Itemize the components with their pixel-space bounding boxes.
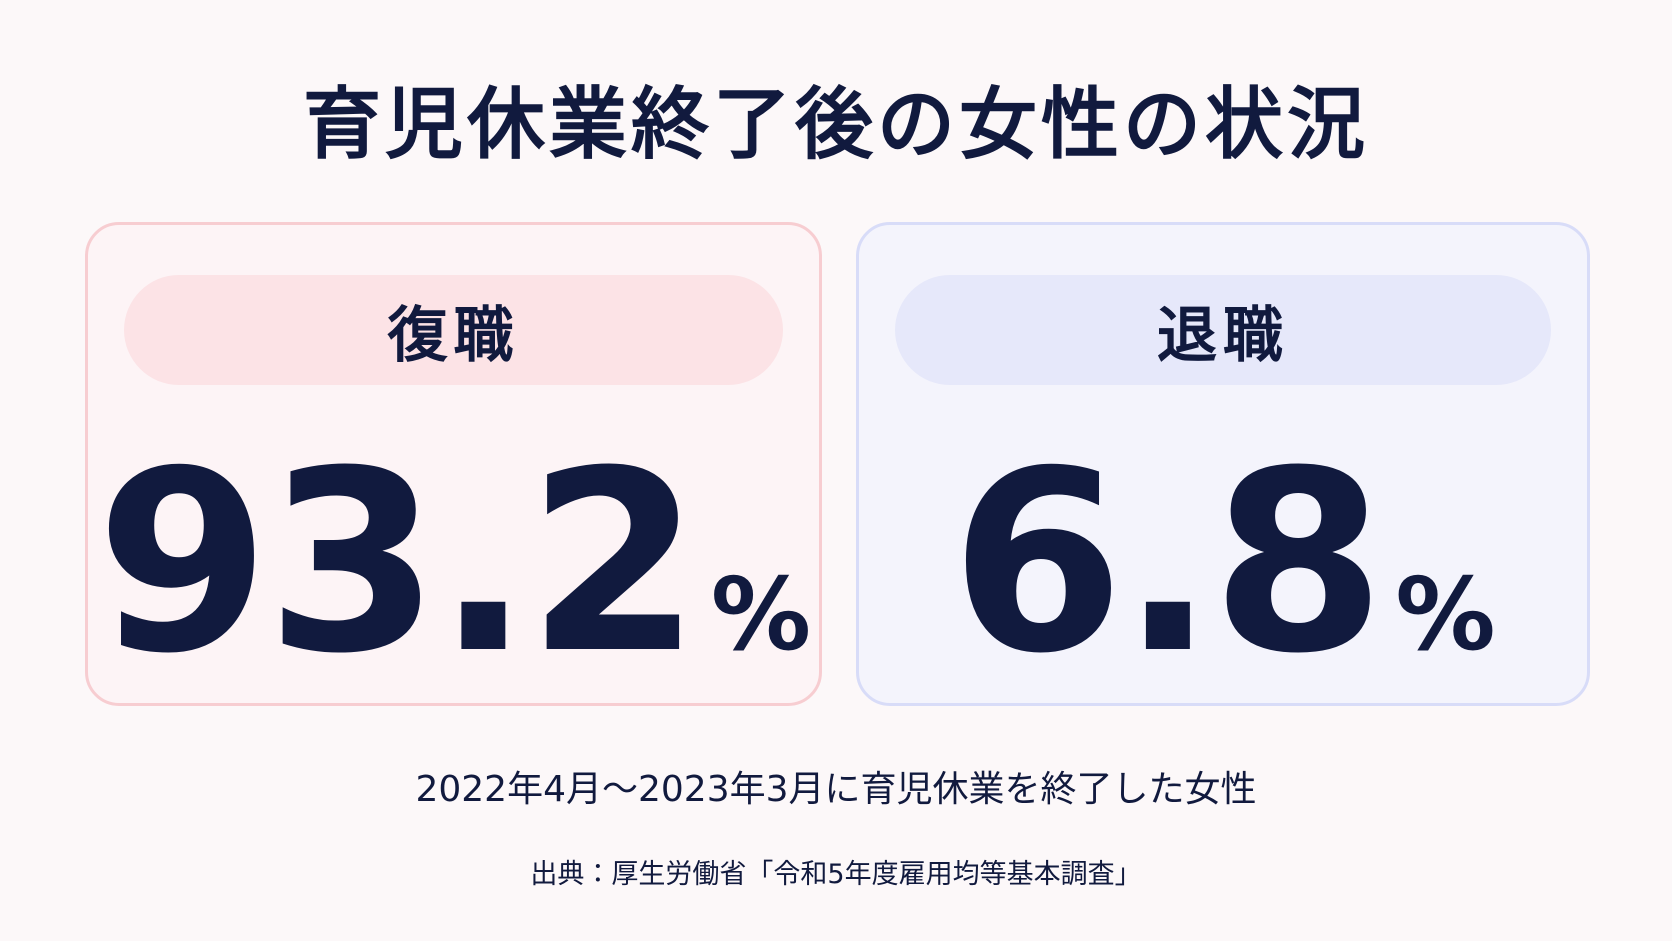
figure: 6.8 % — [859, 415, 1587, 708]
card: 退職 6.8 % — [856, 222, 1590, 706]
card-label: 退職 — [895, 275, 1551, 385]
source: 出典：厚生労働省「令和5年度雇用均等基本調査」 — [530, 859, 1142, 890]
unit: % — [710, 556, 812, 673]
title: 育児休業終了後の女性の状況 — [302, 80, 1369, 170]
card: 復職 93.2 % — [85, 222, 822, 706]
figure: 93.2 % — [88, 415, 819, 708]
value: 6.8 — [950, 417, 1385, 708]
value: 93.2 — [95, 417, 701, 708]
unit: % — [1395, 556, 1496, 673]
note: 2022年4月～2023年3月に育児休業を終了した女性 — [415, 769, 1257, 810]
card-label: 復職 — [124, 275, 783, 385]
